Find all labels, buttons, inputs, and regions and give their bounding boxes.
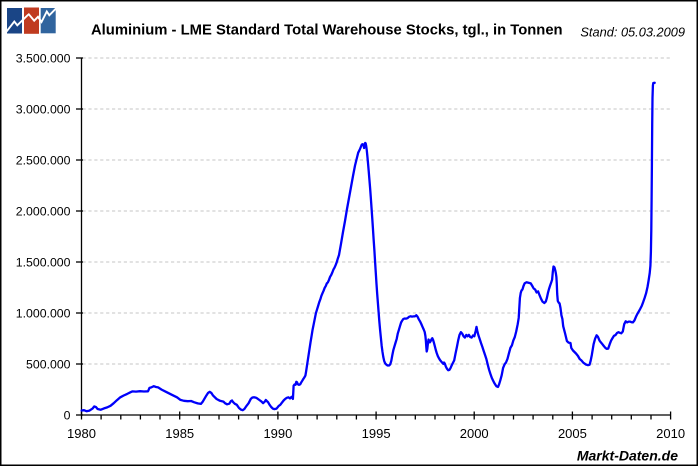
svg-text:1.500.000: 1.500.000 (16, 256, 71, 270)
svg-text:1995: 1995 (362, 426, 391, 441)
svg-text:3.000.000: 3.000.000 (16, 103, 71, 117)
svg-text:2.500.000: 2.500.000 (16, 154, 71, 168)
svg-text:3.500.000: 3.500.000 (16, 52, 71, 66)
svg-text:500.000: 500.000 (26, 358, 71, 372)
svg-text:1985: 1985 (165, 426, 194, 441)
svg-text:2005: 2005 (558, 426, 587, 441)
svg-text:0: 0 (64, 409, 71, 423)
svg-text:2.000.000: 2.000.000 (16, 205, 71, 219)
svg-text:1.000.000: 1.000.000 (16, 307, 71, 321)
svg-text:Stand: 05.03.2009: Stand: 05.03.2009 (580, 25, 685, 40)
svg-text:2000: 2000 (460, 426, 489, 441)
svg-text:1990: 1990 (263, 426, 292, 441)
svg-text:Aluminium - LME Standard Total: Aluminium - LME Standard Total Warehouse… (91, 23, 563, 39)
svg-text:2010: 2010 (656, 426, 685, 441)
svg-text:Markt-Daten.de: Markt-Daten.de (577, 448, 678, 464)
svg-text:1980: 1980 (67, 426, 96, 441)
